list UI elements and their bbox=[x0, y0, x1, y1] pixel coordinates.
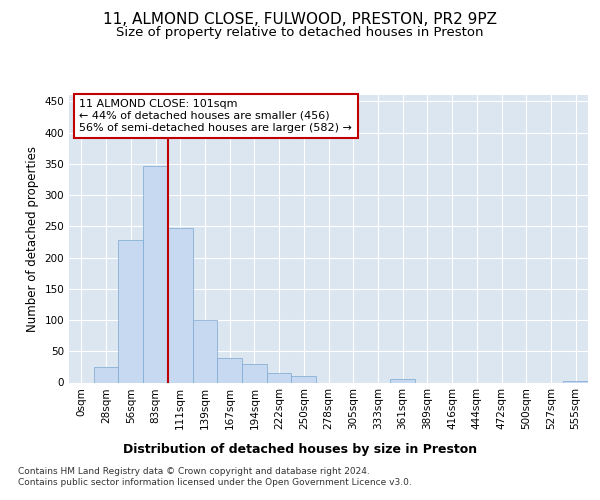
Bar bbox=[217, 358, 242, 382]
Text: Size of property relative to detached houses in Preston: Size of property relative to detached ho… bbox=[116, 26, 484, 39]
Text: Distribution of detached houses by size in Preston: Distribution of detached houses by size … bbox=[123, 442, 477, 456]
Bar bbox=[94, 367, 118, 382]
Text: 11 ALMOND CLOSE: 101sqm
← 44% of detached houses are smaller (456)
56% of semi-d: 11 ALMOND CLOSE: 101sqm ← 44% of detache… bbox=[79, 100, 352, 132]
Text: Contains HM Land Registry data © Crown copyright and database right 2024.
Contai: Contains HM Land Registry data © Crown c… bbox=[18, 468, 412, 487]
Bar bbox=[390, 380, 415, 382]
Bar bbox=[143, 166, 168, 382]
Bar bbox=[168, 228, 193, 382]
Bar bbox=[242, 364, 267, 382]
Text: 11, ALMOND CLOSE, FULWOOD, PRESTON, PR2 9PZ: 11, ALMOND CLOSE, FULWOOD, PRESTON, PR2 … bbox=[103, 12, 497, 28]
Y-axis label: Number of detached properties: Number of detached properties bbox=[26, 146, 39, 332]
Bar bbox=[118, 240, 143, 382]
Bar bbox=[563, 380, 588, 382]
Bar bbox=[267, 372, 292, 382]
Bar bbox=[193, 320, 217, 382]
Bar bbox=[292, 376, 316, 382]
